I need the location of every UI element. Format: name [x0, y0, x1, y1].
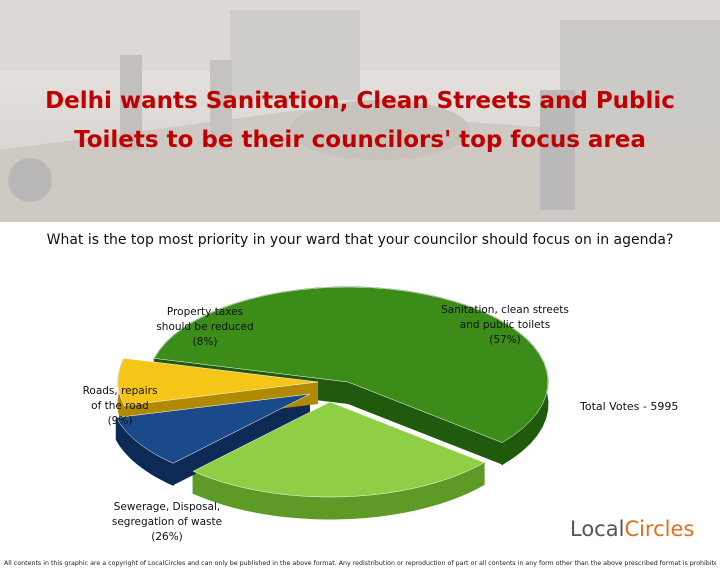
logo-circles: Circles — [624, 517, 695, 541]
pie-slice-label-1: Sewerage, Disposal, segregation of waste (… — [92, 500, 242, 545]
copyright-notice: All contents in this graphic are a copyr… — [4, 560, 716, 567]
pie-slice-label-2: Roads, repairs of the road (9%) — [60, 384, 180, 429]
pie-slice-label-line: (26%) — [151, 531, 183, 543]
pie-slice-label-line: segregation of waste — [111, 516, 223, 528]
pie-slice-label-line: of the road — [91, 400, 149, 412]
pie-slice-label-line: Sanitation, clean streets — [441, 304, 569, 316]
headline: Delhi wants Sanitation, Clean Streets an… — [0, 82, 720, 160]
pie-slice-label-line: should be reduced — [156, 321, 254, 333]
pie-slice-3 — [117, 358, 319, 406]
pie-slice-0 — [153, 286, 549, 443]
pie-chart — [115, 286, 549, 520]
pie-slice-label-line: Property taxes — [166, 306, 244, 318]
pie-slice-label-line: and public toilets — [459, 319, 551, 331]
pie-slice-label-line: (8%) — [192, 336, 218, 348]
pie-slice-label-3: Property taxes should be reduced (8%) — [150, 305, 260, 350]
pie-slice-label-line: Roads, repairs — [82, 385, 158, 397]
survey-question: What is the top most priority in your wa… — [46, 232, 674, 248]
localcircles-logo: LocalCircles — [570, 517, 694, 541]
pie-slice-label-line: (57%) — [489, 334, 521, 346]
logo-local: Local — [570, 517, 625, 541]
headline-line-1: Delhi wants Sanitation, Clean Streets an… — [45, 88, 675, 114]
pie-slice-edge-0-1 — [348, 382, 503, 465]
header-photo — [0, 0, 720, 222]
pie-slice-label-0: Sanitation, clean streets and public toil… — [430, 303, 580, 348]
pie-slice-label-line: (9%) — [107, 415, 133, 427]
pie-slice-label-line: Sewerage, Disposal, — [113, 501, 221, 513]
pie-slice-2 — [115, 393, 311, 464]
pie-slice-1 — [192, 401, 485, 498]
total-votes: Total Votes - 5995 — [580, 400, 679, 413]
headline-line-2: Toilets to be their councilors' top focu… — [74, 127, 646, 153]
